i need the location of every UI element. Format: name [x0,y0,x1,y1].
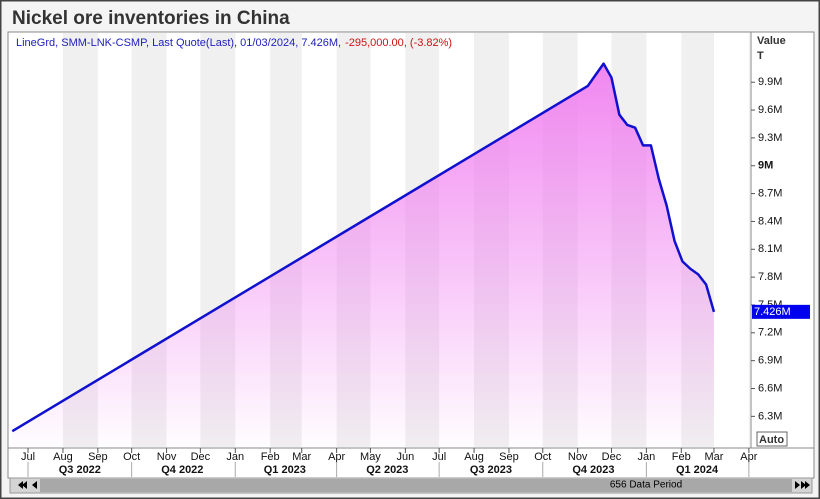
x-tick-label: Aug [464,451,484,463]
area-fill [12,63,714,447]
y-tick-label: 7.2M [758,327,782,339]
x-tick-label: Jun [396,451,414,463]
scroll-last[interactable] [805,481,810,489]
y-tick-label: 6.3M [758,410,782,422]
y-tick-label: 8.4M [758,215,782,227]
x-tick-label: May [360,451,381,463]
scroll-label: 656 Data Period [610,480,682,491]
quarter-label: Q2 2023 [366,464,408,476]
x-tick-label: Dec [191,451,211,463]
quarter-label: Q3 2022 [59,464,101,476]
x-tick-label: Dec [602,451,622,463]
x-tick-label: Mar [704,451,723,463]
x-tick-label: Nov [568,451,588,463]
x-tick-label: Apr [328,451,345,463]
scroll-left[interactable] [32,481,37,489]
x-tick-label: Feb [261,451,280,463]
quarter-label: Q1 2023 [264,464,306,476]
x-tick-label: Jul [432,451,446,463]
month-band [62,33,98,447]
quarter-label: Q4 2022 [161,464,203,476]
y-axis-label: Value [757,35,786,47]
y-tick-label: 9.9M [758,76,782,88]
auto-button[interactable] [756,431,788,447]
y-tick-label: 6.6M [758,382,782,394]
y-axis-unit: T [757,50,764,62]
x-tick-label: Jan [226,451,244,463]
month-band [748,33,750,447]
last-value-label: 7.426M [754,306,791,318]
x-tick-label: Aug [53,451,73,463]
y-tick-label: 8.7M [758,187,782,199]
x-tick-label: Feb [672,451,691,463]
y-tick-label: 7.8M [758,271,782,283]
x-tick-label: Mar [292,451,311,463]
x-tick-label: Oct [123,451,140,463]
y-tick-label: 8.1M [758,243,782,255]
legend-info: LineGrd, SMM-LNK-CSMP, Last Quote(Last),… [16,37,452,49]
x-tick-label: Jul [21,451,35,463]
x-tick-label: Sep [88,451,108,463]
y-tick-label: 9.6M [758,104,782,116]
y-tick-label: 6.9M [758,355,782,367]
series-line [11,62,716,433]
x-tick-label: Jan [638,451,656,463]
scroll-last[interactable] [801,481,806,489]
scroll-right[interactable] [795,481,800,489]
x-tick-label: Apr [740,451,757,463]
scroll-first[interactable] [22,481,27,489]
chart-title: Nickel ore inventories in China [12,8,290,29]
y-tick-label: 9.3M [758,132,782,144]
auto-button-label[interactable]: Auto [759,434,784,446]
quarter-label: Q4 2023 [572,464,614,476]
x-tick-label: Sep [499,451,519,463]
x-tick-label: Oct [534,451,551,463]
quarter-label: Q1 2024 [676,464,719,476]
legend-series: LineGrd, SMM-LNK-CSMP, Last Quote(Last),… [16,37,341,49]
quarter-label: Q3 2023 [470,464,512,476]
y-tick-label: 9M [758,160,773,172]
scroll-thumb[interactable] [40,479,792,492]
scroll-first[interactable] [18,481,23,489]
last-value-marker [752,304,810,319]
x-tick-label: Nov [157,451,177,463]
legend-change: -295,000.00, (-3.82%) [345,37,452,49]
